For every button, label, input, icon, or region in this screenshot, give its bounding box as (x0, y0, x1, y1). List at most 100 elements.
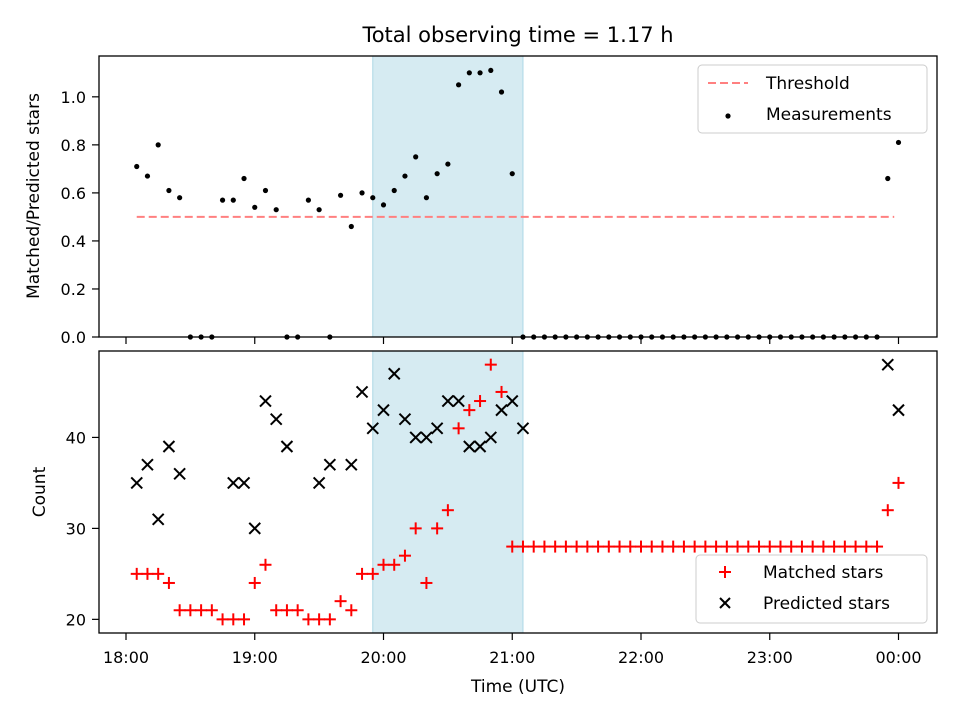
matched-star-point (441, 504, 454, 517)
matched-star-point (270, 604, 283, 617)
matched-star-point (302, 613, 315, 626)
measurement-point (885, 175, 891, 182)
predicted-star-point (173, 467, 186, 481)
predicted-star-point (430, 422, 444, 435)
matched-star-point (356, 567, 369, 580)
matched-star-point (173, 604, 186, 617)
chart-title: Total observing time = 1.17 h (361, 23, 673, 47)
matched-star-point (753, 540, 766, 553)
predicted-star-point (248, 522, 261, 535)
matched-star-point (452, 422, 465, 435)
matched-star-point (141, 567, 154, 580)
matched-star-point (205, 604, 218, 617)
matched-star-point (474, 395, 487, 408)
predicted-star-point (441, 394, 455, 408)
matched-star-point (216, 613, 229, 626)
bottom-x-tick-label: 21:00 (489, 648, 535, 667)
measurement-point (273, 207, 279, 213)
predicted-star-point (452, 394, 465, 408)
matched-star-point (398, 549, 411, 562)
matched-star-point (774, 540, 787, 553)
matched-star-point (592, 540, 605, 553)
bottom-y-ticks: 20 30 40 (66, 428, 99, 629)
x-axis-label: Time (UTC) (470, 677, 565, 697)
matched-star-point (549, 540, 562, 553)
matched-star-point (892, 476, 905, 489)
predicted-star-point (323, 458, 337, 471)
measurement-point (498, 89, 505, 95)
measurement-point (895, 139, 902, 146)
measurement-point (155, 142, 161, 148)
matched-star-point (538, 540, 551, 553)
measurement-point (316, 207, 322, 213)
top-panel: 0.0 0.2 0.4 0.6 0.8 1.0 Matched/Predicted sta… (24, 55, 938, 347)
predicted-legend-label: Predicted stars (763, 594, 890, 614)
predicted-star-point (345, 458, 358, 471)
matched-star-point (345, 604, 358, 617)
predicted-star-point (366, 422, 379, 435)
measurement-point (252, 204, 258, 210)
matched-star-point (152, 567, 165, 580)
bottom-x-ticks: 18:00 19:00 20:00 21:00 22:00 23:00 00:00 (103, 633, 922, 667)
measurement-point (509, 171, 515, 177)
matched-star-point (409, 522, 422, 535)
top-legend: Threshold Measurements (697, 64, 928, 134)
bottom-legend: Matched stars Predicted stars (695, 554, 928, 624)
bottom-axes-frame (98, 350, 938, 634)
top-y-ticks: 0.0 0.2 0.4 0.6 0.8 1.0 (61, 88, 99, 347)
measurement-point (456, 82, 462, 88)
bottom-y-tick-label: 30 (66, 519, 86, 538)
matched-star-point (731, 540, 744, 553)
bottom-panel: 20 30 40 18:00 19:00 20:00 21:00 22:00 23:00 00:… (30, 350, 938, 697)
measurement-point (219, 197, 226, 203)
matched-star-point (484, 358, 497, 371)
matched-star-point (506, 540, 519, 553)
threshold-legend-label: Threshold (765, 74, 850, 94)
matched-star-point (323, 613, 336, 626)
matched-star-point (516, 540, 529, 553)
measurements-legend-swatch (725, 113, 731, 119)
predicted-star-point (506, 394, 519, 408)
top-y-tick-label: 1.0 (61, 88, 86, 107)
matched-star-point (656, 540, 669, 553)
measurement-point (413, 154, 419, 160)
matched-star-point (817, 540, 830, 553)
predicted-stars-points (130, 358, 905, 535)
matched-star-point (871, 540, 884, 553)
matched-star-point (195, 604, 208, 617)
predicted-star-point (420, 431, 433, 444)
bottom-highlight-span (372, 350, 524, 634)
matched-star-point (581, 540, 594, 553)
measurement-point (488, 67, 494, 74)
matched-star-point (688, 540, 701, 553)
matched-star-point (613, 540, 626, 553)
measurement-point (241, 175, 247, 182)
matched-star-point (720, 540, 733, 553)
predicted-star-point (473, 440, 487, 453)
top-y-tick-label: 0.0 (61, 328, 86, 347)
matched-star-point (677, 540, 690, 553)
measurement-point (262, 187, 269, 194)
matched-star-point (463, 404, 476, 417)
matched-star-point (795, 540, 808, 553)
predicted-star-point (484, 431, 497, 444)
measurements-legend-label: Measurements (766, 105, 892, 125)
bottom-y-tick-label: 40 (66, 428, 86, 447)
measurement-point (359, 190, 365, 196)
measurement-point (445, 161, 451, 167)
matched-star-point (624, 540, 637, 553)
matched-star-point (645, 540, 658, 553)
matched-legend-label: Matched stars (763, 563, 883, 583)
matched-star-point (881, 504, 894, 517)
matched-star-point (259, 558, 272, 571)
bottom-y-axis-label: Count (30, 466, 50, 517)
predicted-star-point (409, 431, 422, 444)
matched-star-point (130, 567, 143, 580)
matched-star-point (806, 540, 819, 553)
measurement-point (370, 195, 376, 201)
matched-star-point (763, 540, 776, 553)
matched-stars-points (130, 358, 905, 626)
matched-star-point (334, 595, 347, 608)
top-axes-frame (98, 55, 938, 338)
matched-star-point (184, 604, 197, 617)
